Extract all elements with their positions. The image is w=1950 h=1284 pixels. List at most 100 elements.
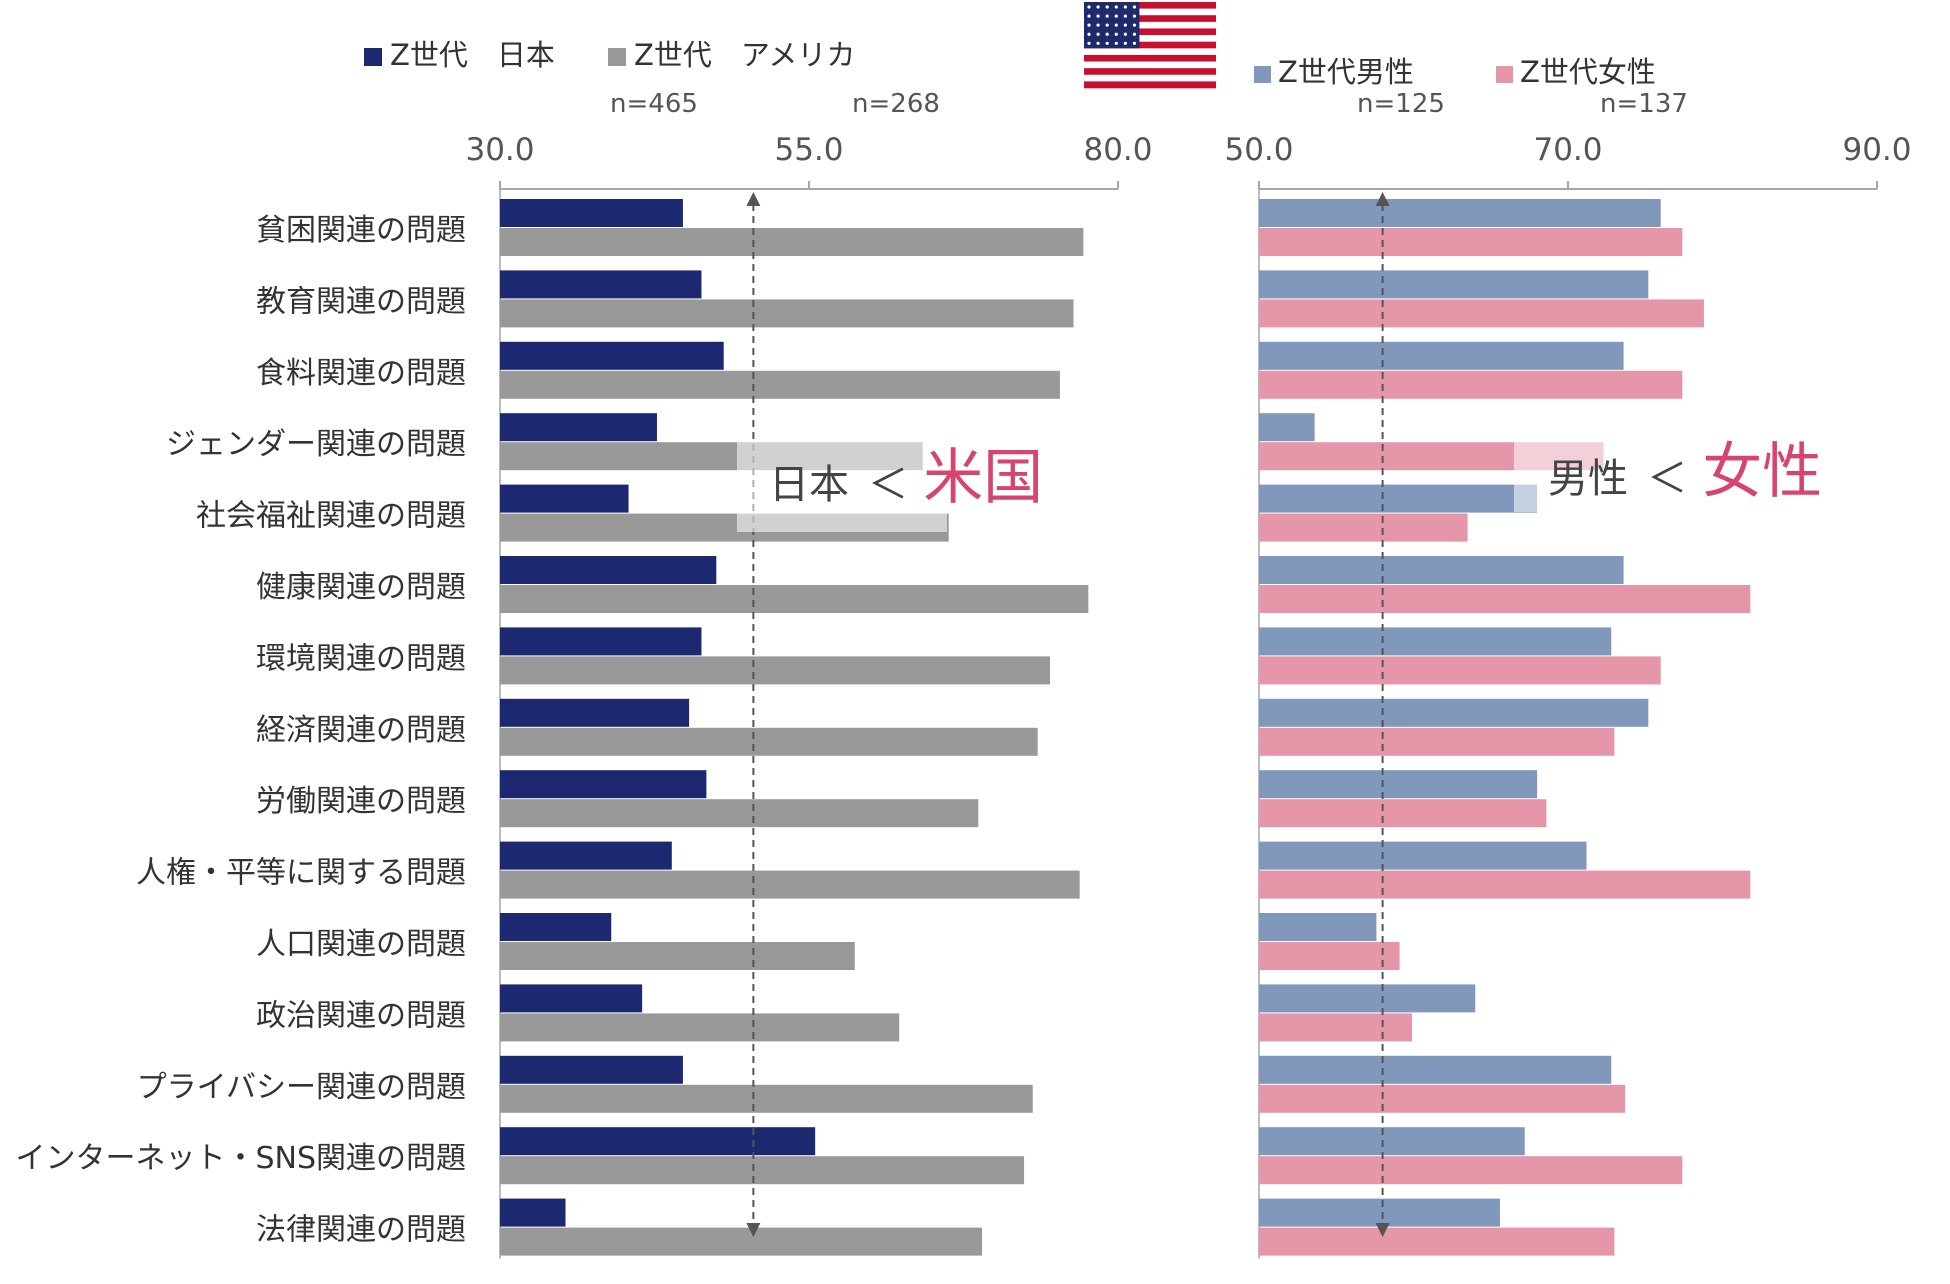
category-label: 貧困関連の問題 [256, 213, 466, 248]
bar-right-s0 [1259, 1055, 1612, 1084]
bar-left-s1 [500, 942, 855, 970]
bar-left-s1 [500, 370, 1060, 399]
flag-star [1096, 32, 1100, 36]
category-label: 人権・平等に関する問題 [136, 856, 466, 891]
flag-stripe [1084, 68, 1216, 76]
bar-right-s1 [1259, 228, 1683, 256]
bar-left-s1 [500, 228, 1084, 256]
bar-left-s0 [500, 484, 629, 513]
category-label: 健康関連の問題 [256, 570, 466, 605]
flag-stripe [1084, 28, 1216, 36]
annotation-backdrop-right [1514, 442, 1604, 512]
category-label: 政治関連の問題 [256, 998, 466, 1033]
flag-star [1087, 23, 1091, 27]
flag-star [1132, 41, 1137, 45]
bar-right-s0 [1259, 270, 1649, 299]
category-label: 経済関連の問題 [256, 713, 466, 748]
bar-right-s1 [1259, 799, 1547, 828]
bar-left-s1 [500, 1013, 900, 1042]
flag-star [1087, 32, 1091, 36]
bar-right-s1 [1259, 727, 1615, 756]
bar-right-s0 [1259, 1127, 1525, 1156]
legend-n-jp: n=465 [610, 89, 698, 119]
arrow-up-icon [1375, 192, 1390, 206]
flag-star [1114, 5, 1118, 9]
annotation-left-low: 日本 [769, 462, 849, 508]
usa-flag-icon [1084, 2, 1216, 89]
bar-right-s1 [1259, 1227, 1615, 1256]
legend-label-us: Z世代 アメリカ [634, 38, 855, 72]
bar-right-s1 [1259, 1084, 1626, 1113]
bar-left-s0 [500, 1198, 566, 1227]
tick-label-left: 80.0 [1083, 132, 1152, 168]
bar-right-s1 [1259, 1156, 1683, 1185]
bar-left-s0 [500, 199, 683, 227]
arrow-down-icon [746, 1223, 761, 1237]
flag-star [1114, 23, 1118, 27]
flag-star [1114, 41, 1118, 45]
bar-right-s0 [1259, 698, 1649, 727]
bar-left-s0 [500, 627, 702, 656]
flag-stripe [1084, 61, 1216, 69]
bar-right-s0 [1259, 984, 1476, 1013]
flag-star [1096, 14, 1100, 18]
bar-right-s1 [1259, 1013, 1412, 1042]
legend-swatch-female [1496, 66, 1513, 83]
bar-right-s1 [1259, 585, 1751, 613]
bar-left-s0 [500, 913, 612, 941]
legend-label-male: Z世代男性 [1278, 55, 1414, 89]
flag-star [1123, 41, 1127, 45]
bar-right-s1 [1259, 942, 1400, 970]
category-label: 社会福祉関連の問題 [196, 499, 466, 534]
legend-swatch-male [1254, 66, 1271, 83]
bar-left-s0 [500, 698, 690, 727]
flag-star [1087, 5, 1091, 9]
category-label: 人口関連の問題 [256, 927, 466, 962]
annotation-right-high: 女性 [1702, 437, 1822, 507]
flag-star [1123, 14, 1127, 18]
bar-right-s1 [1259, 513, 1468, 542]
bar-left-s1 [500, 799, 979, 828]
flag-stripe [1084, 8, 1216, 16]
category-label: インターネット・SNS関連の問題 [15, 1141, 466, 1176]
flag-stripe [1084, 35, 1216, 42]
flag-canton [1084, 2, 1140, 49]
annotation-backdrop-left [737, 442, 947, 532]
annotation-left-high: 米国 [923, 443, 1043, 513]
tick-label-right: 50.0 [1224, 132, 1293, 168]
flag-stripe [1084, 2, 1216, 9]
flag-star [1132, 23, 1137, 27]
flag-star [1105, 5, 1109, 9]
flag-star [1114, 14, 1118, 18]
tick-label-right: 70.0 [1533, 132, 1602, 168]
bar-right-s1 [1259, 656, 1661, 685]
annotation-right-low: 男性 [1548, 456, 1628, 502]
bar-left-s1 [500, 1227, 983, 1256]
arrow-down-icon [1375, 1223, 1390, 1237]
flag-star [1123, 32, 1127, 36]
flag-star [1123, 23, 1127, 27]
tick-label-right: 90.0 [1842, 132, 1911, 168]
flag-stripe [1084, 54, 1216, 62]
flag-star [1105, 23, 1109, 27]
flag-stripe [1084, 41, 1216, 49]
legend: Z世代 日本 Z世代 アメリカ n=465 n=268 Z世代男性 Z世代女性 … [364, 38, 1688, 119]
flag-star [1096, 23, 1100, 27]
category-label: プライバシー関連の問題 [137, 1070, 466, 1105]
bar-right-s0 [1259, 770, 1538, 799]
flag-stripe [1084, 48, 1216, 56]
legend-swatch-jp [364, 48, 382, 66]
category-label: 環境関連の問題 [256, 641, 466, 676]
legend-n-male: n=125 [1357, 89, 1445, 119]
flag-star [1132, 32, 1137, 36]
flag-star [1105, 41, 1109, 45]
bar-right-s0 [1259, 556, 1624, 584]
bar-left-s0 [500, 270, 702, 299]
bar-left-s1 [500, 870, 1080, 899]
bar-left-s0 [500, 556, 717, 584]
bar-right-s0 [1259, 413, 1315, 442]
bar-right-s0 [1259, 841, 1587, 870]
annotation-left: 日本 ＜ 米国 [769, 443, 1043, 513]
category-label: ジェンダー関連の問題 [166, 427, 466, 462]
